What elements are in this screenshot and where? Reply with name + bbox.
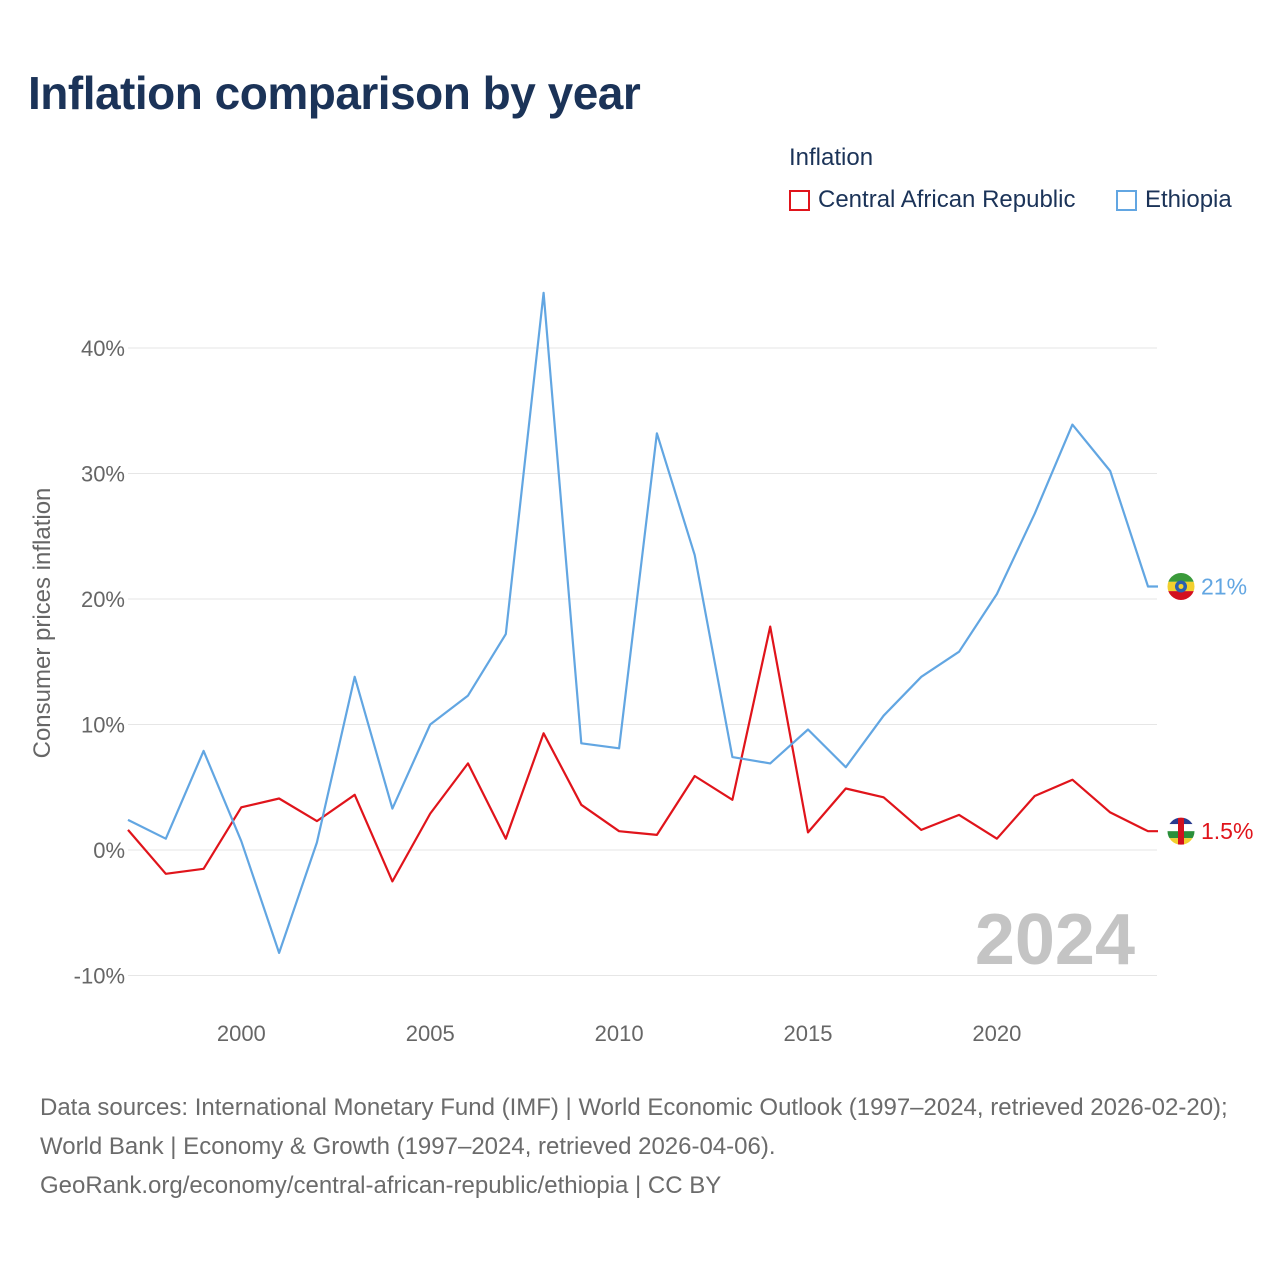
y-axis-label: Consumer prices inflation [29,488,56,759]
end-label-central-african-republic: 1.5% [1201,818,1253,844]
legend-label-ethiopia: Ethiopia [1145,186,1232,213]
legend-label-central-african-republic: Central African Republic [818,186,1076,213]
y-tick-label: 10% [81,713,125,738]
x-tick-label: 2005 [406,1021,455,1046]
flag-layer: 1.5% 21% [1166,571,1253,846]
legend-item-central-african-republic[interactable]: Central African Republic [789,186,1075,214]
source-note: Data sources: International Monetary Fun… [40,1088,1250,1205]
end-label-ethiopia: 21% [1201,573,1247,599]
y-tick-label: -10% [74,964,125,989]
x-tick-label: 2015 [784,1021,833,1046]
series-line-central-african-republic [127,625,1158,883]
legend-swatch-central-african-republic [789,189,810,211]
grid-layer [128,347,1157,976]
axis-layer: 40% 30% 20% 10% 0% -10% 2000 2005 2010 2015 2020 [74,336,1022,1046]
flag-icon-central-african-republic [1167,817,1195,846]
series-layer [127,291,1158,955]
source-line-attribution[interactable]: GeoRank.org/economy/central-african-repu… [40,1172,722,1199]
flag-icon-ethiopia [1167,572,1195,601]
y-tick-label: 0% [93,838,125,863]
series-line-ethiopia [127,291,1158,955]
year-watermark: 2024 [975,900,1135,980]
line-chart: 40% 30% 20% 10% 0% -10% 2000 2005 2010 2015 2020 2… [29,291,1253,1046]
x-tick-label: 2010 [595,1021,644,1046]
x-tick-label: 2000 [217,1021,266,1046]
legend-item-ethiopia[interactable]: Ethiopia [1116,186,1232,214]
legend-title: Inflation [789,144,874,171]
page-title: Inflation comparison by year [28,67,641,119]
x-tick-label: 2020 [972,1021,1021,1046]
y-tick-label: 40% [81,336,125,361]
legend-swatch-ethiopia [1116,189,1137,211]
y-tick-label: 30% [81,462,125,487]
source-line-datasources: Data sources: International Monetary Fun… [40,1094,1228,1160]
y-tick-label: 20% [81,587,125,612]
